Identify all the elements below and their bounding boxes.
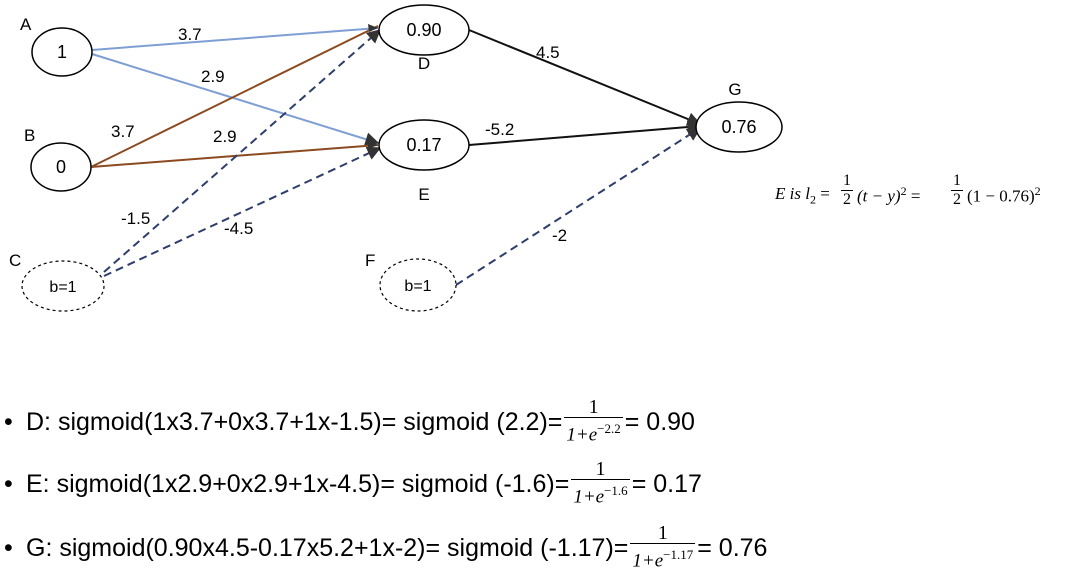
edge-c-e bbox=[103, 146, 382, 277]
bullet-d-fraction: 1 1+e−2.2 bbox=[564, 396, 623, 446]
bullet-g-den: 1+e bbox=[632, 550, 664, 572]
bullet-g: • G: sigmoid(0.90x4.5-0.17x5.2+1x-2)= si… bbox=[4, 522, 767, 574]
formula-half-1: 1 2 bbox=[841, 172, 853, 209]
bullet-d-num: 1 bbox=[588, 396, 599, 419]
bullet-marker: • bbox=[4, 469, 13, 498]
node-g-label: G bbox=[728, 80, 741, 99]
edge-c-d bbox=[103, 29, 382, 273]
loss-formula: E is l2 = 1 2 (t − y)2 = 1 2 (1 − 0.76)2 bbox=[775, 164, 1089, 224]
weight-e-g: -5.2 bbox=[485, 120, 514, 139]
formula-eq-1: = bbox=[820, 184, 830, 203]
formula-sq-1: 2 bbox=[900, 184, 907, 198]
bullet-e-num: 1 bbox=[595, 458, 606, 481]
bullet-e-text: E: sigmoid(1x2.9+0x2.9+1x-4.5)= sigmoid … bbox=[26, 469, 570, 498]
node-e-label: E bbox=[418, 185, 429, 204]
formula-eq-2: = bbox=[910, 186, 921, 206]
edge-a-e bbox=[91, 53, 380, 146]
bullet-d-result: = 0.90 bbox=[624, 407, 695, 436]
bullet-g-result: = 0.76 bbox=[697, 533, 768, 562]
bullet-g-num: 1 bbox=[657, 522, 668, 545]
edge-b-d bbox=[90, 25, 379, 168]
bullet-g-text: G: sigmoid(0.90x4.5-0.17x5.2+1x-2)= sigm… bbox=[26, 533, 629, 562]
formula-sub: 2 bbox=[809, 192, 816, 207]
weight-b-e: 2.9 bbox=[213, 127, 237, 146]
formula-half-2: 1 2 bbox=[951, 172, 963, 209]
weight-a-d: 3.7 bbox=[178, 25, 202, 44]
node-b-value: 0 bbox=[56, 157, 66, 177]
weight-a-e: 2.9 bbox=[201, 67, 225, 86]
edge-b-e bbox=[90, 144, 379, 168]
formula-sq-2: 2 bbox=[1034, 184, 1041, 198]
node-e-value: 0.17 bbox=[406, 135, 441, 155]
node-c-value: b=1 bbox=[49, 279, 76, 296]
edge-e-g bbox=[468, 120, 702, 146]
node-b bbox=[30, 142, 92, 192]
bullet-d-text: D: sigmoid(1x3.7+0x3.7+1x-1.5)= sigmoid … bbox=[26, 407, 563, 436]
weight-b-d: 3.7 bbox=[111, 122, 135, 141]
formula-term-2: (1 − 0.76) bbox=[967, 186, 1035, 206]
bullet-e-fraction: 1 1+e−1.6 bbox=[571, 458, 630, 508]
bullet-e-den-wrap: 1+e−1.6 bbox=[571, 479, 630, 508]
node-e bbox=[378, 119, 470, 171]
node-d-label: D bbox=[418, 54, 430, 73]
formula-half-1-num: 1 bbox=[843, 172, 851, 189]
node-g bbox=[695, 101, 783, 153]
bullet-g-fraction: 1 1+e−1.17 bbox=[630, 522, 696, 572]
node-f bbox=[379, 258, 457, 312]
node-f-value: b=1 bbox=[404, 278, 431, 295]
node-a-label: A bbox=[20, 15, 32, 34]
edge-a-d bbox=[91, 27, 379, 51]
bullet-e-exp: −1.6 bbox=[604, 483, 628, 499]
bullet-d-den: 1+e bbox=[566, 424, 598, 446]
formula-term-1: (t − y) bbox=[857, 186, 901, 206]
node-c-label: C bbox=[9, 251, 21, 270]
node-b-label: B bbox=[24, 126, 35, 145]
bullet-d: • D: sigmoid(1x3.7+0x3.7+1x-1.5)= sigmoi… bbox=[4, 396, 695, 448]
node-a-value: 1 bbox=[57, 42, 67, 62]
bullet-e-result: = 0.17 bbox=[631, 469, 702, 498]
formula-half-2-den: 2 bbox=[951, 190, 963, 208]
formula-lhs: E is l bbox=[775, 184, 810, 203]
arrowhead-a-d bbox=[368, 24, 378, 32]
bullet-g-exp: −1.17 bbox=[663, 547, 694, 563]
bullet-e: • E: sigmoid(1x2.9+0x2.9+1x-4.5)= sigmoi… bbox=[4, 458, 702, 510]
bullet-marker: • bbox=[4, 407, 13, 436]
bullet-g-den-wrap: 1+e−1.17 bbox=[630, 543, 696, 572]
node-g-value: 0.76 bbox=[721, 117, 756, 137]
edge-f-g bbox=[455, 127, 702, 286]
bullet-d-exp: −2.2 bbox=[597, 421, 621, 437]
weight-c-d: -1.5 bbox=[121, 209, 150, 228]
edge-d-g bbox=[468, 29, 702, 126]
formula-half-1-den: 2 bbox=[841, 190, 853, 208]
arrowhead-b-e bbox=[368, 141, 378, 149]
node-d-value: 0.90 bbox=[406, 20, 441, 40]
bullet-e-den: 1+e bbox=[573, 486, 605, 508]
formula-half-2-num: 1 bbox=[953, 172, 961, 189]
node-f-label: F bbox=[365, 251, 375, 270]
bullet-marker: • bbox=[4, 533, 13, 562]
weight-c-e: -4.5 bbox=[224, 219, 253, 238]
weight-f-g: -2 bbox=[552, 226, 567, 245]
node-c bbox=[21, 260, 105, 312]
node-a bbox=[31, 27, 93, 77]
node-d bbox=[378, 4, 470, 56]
weight-d-g: 4.5 bbox=[536, 43, 560, 62]
bullet-d-den-wrap: 1+e−2.2 bbox=[564, 417, 623, 446]
